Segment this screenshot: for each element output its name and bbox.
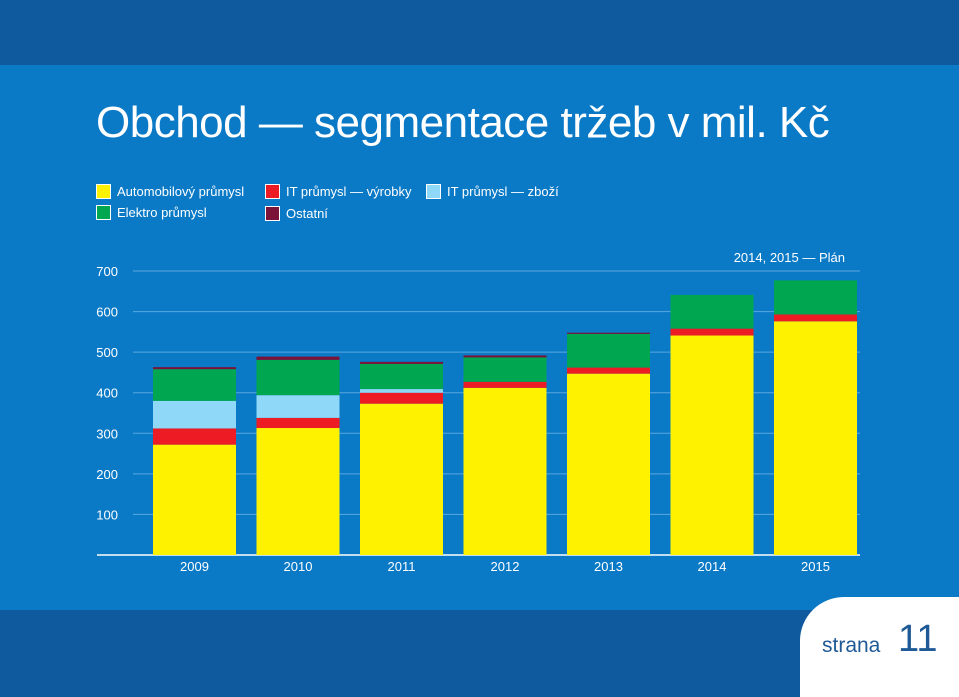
bar-segment bbox=[567, 332, 650, 334]
bar-segment bbox=[774, 314, 857, 322]
x-tick-label: 2014 bbox=[698, 559, 727, 574]
x-tick-label: 2010 bbox=[284, 559, 313, 574]
bar-segment bbox=[153, 369, 236, 401]
legend-item-other: Ostatní bbox=[265, 205, 328, 221]
y-tick-label: 700 bbox=[96, 264, 118, 279]
bar-segment bbox=[670, 294, 754, 329]
bar-segment bbox=[463, 357, 547, 382]
legend-swatch-other bbox=[265, 205, 280, 221]
bar-segment bbox=[153, 444, 236, 555]
bar-segment bbox=[463, 355, 547, 358]
chart-bars bbox=[153, 280, 857, 555]
legend-item-electro: Elektro průmysl bbox=[96, 204, 207, 220]
legend-label-automotive: Automobilový průmysl bbox=[117, 183, 245, 199]
page-title: Obchod — segmentace tržeb v mil. Kč bbox=[96, 98, 830, 147]
bar-segment bbox=[360, 361, 443, 364]
bar-segment bbox=[670, 328, 754, 336]
bar-segment bbox=[360, 363, 443, 390]
x-tick-label: 2012 bbox=[491, 559, 520, 574]
y-tick-label: 500 bbox=[96, 345, 118, 360]
bar-segment bbox=[463, 387, 547, 555]
legend-label-it-goods: IT průmysl — zboží bbox=[447, 183, 559, 199]
bar-segment bbox=[360, 403, 443, 555]
bar-segment bbox=[670, 335, 754, 555]
bar-segment bbox=[153, 367, 236, 370]
plan-annotation: 2014, 2015 — Plán bbox=[734, 250, 845, 265]
bar-segment bbox=[463, 381, 547, 388]
bar-segment bbox=[256, 359, 340, 396]
y-tick-label: 300 bbox=[96, 426, 118, 441]
bar-segment bbox=[256, 417, 340, 429]
legend-item-automotive: Automobilový průmysl bbox=[96, 183, 244, 199]
y-tick-label: 600 bbox=[96, 305, 118, 320]
x-tick-label: 2009 bbox=[180, 559, 209, 574]
y-tick-label: 100 bbox=[96, 507, 118, 522]
bar-segment bbox=[153, 400, 236, 429]
stacked-bar-chart: 100 200 300 400 500 600 700 2009 2010 2011 2012 201… bbox=[96, 250, 860, 574]
legend-label-other: Ostatní bbox=[286, 205, 328, 221]
x-tick-label: 2011 bbox=[388, 559, 416, 574]
x-tick-label: 2015 bbox=[801, 559, 830, 574]
bar-segment bbox=[256, 428, 340, 555]
legend-label-it-products: IT průmysl — výrobky bbox=[286, 183, 412, 199]
bar-segment bbox=[256, 395, 340, 418]
page-label: strana bbox=[822, 634, 881, 657]
chart-labels: 100 200 300 400 500 600 700 2009 2010 2011 2012 201… bbox=[96, 264, 830, 574]
legend-swatch-automotive bbox=[96, 183, 111, 199]
bar-segment bbox=[567, 373, 650, 555]
y-tick-label: 400 bbox=[96, 386, 118, 401]
y-tick-label: 200 bbox=[96, 467, 118, 482]
bar-segment bbox=[256, 356, 340, 360]
legend-swatch-it-goods bbox=[426, 183, 441, 199]
bar-segment bbox=[360, 392, 443, 404]
legend-item-it-goods: IT průmysl — zboží bbox=[426, 183, 559, 199]
footer-band bbox=[0, 612, 959, 678]
bar-segment bbox=[153, 428, 236, 445]
bar-segment bbox=[567, 367, 650, 374]
bar-segment bbox=[774, 280, 857, 315]
legend-label-electro: Elektro průmysl bbox=[117, 204, 207, 220]
legend-swatch-it-products bbox=[265, 183, 280, 199]
header-band bbox=[0, 0, 959, 62]
bar-segment bbox=[774, 321, 857, 555]
legend-item-it-products: IT průmysl — výrobky bbox=[265, 183, 411, 199]
bar-segment bbox=[567, 333, 650, 368]
page-number: 11 bbox=[898, 618, 938, 660]
bar-segment bbox=[360, 389, 443, 393]
legend-swatch-electro bbox=[96, 204, 111, 220]
x-tick-label: 2013 bbox=[594, 559, 623, 574]
